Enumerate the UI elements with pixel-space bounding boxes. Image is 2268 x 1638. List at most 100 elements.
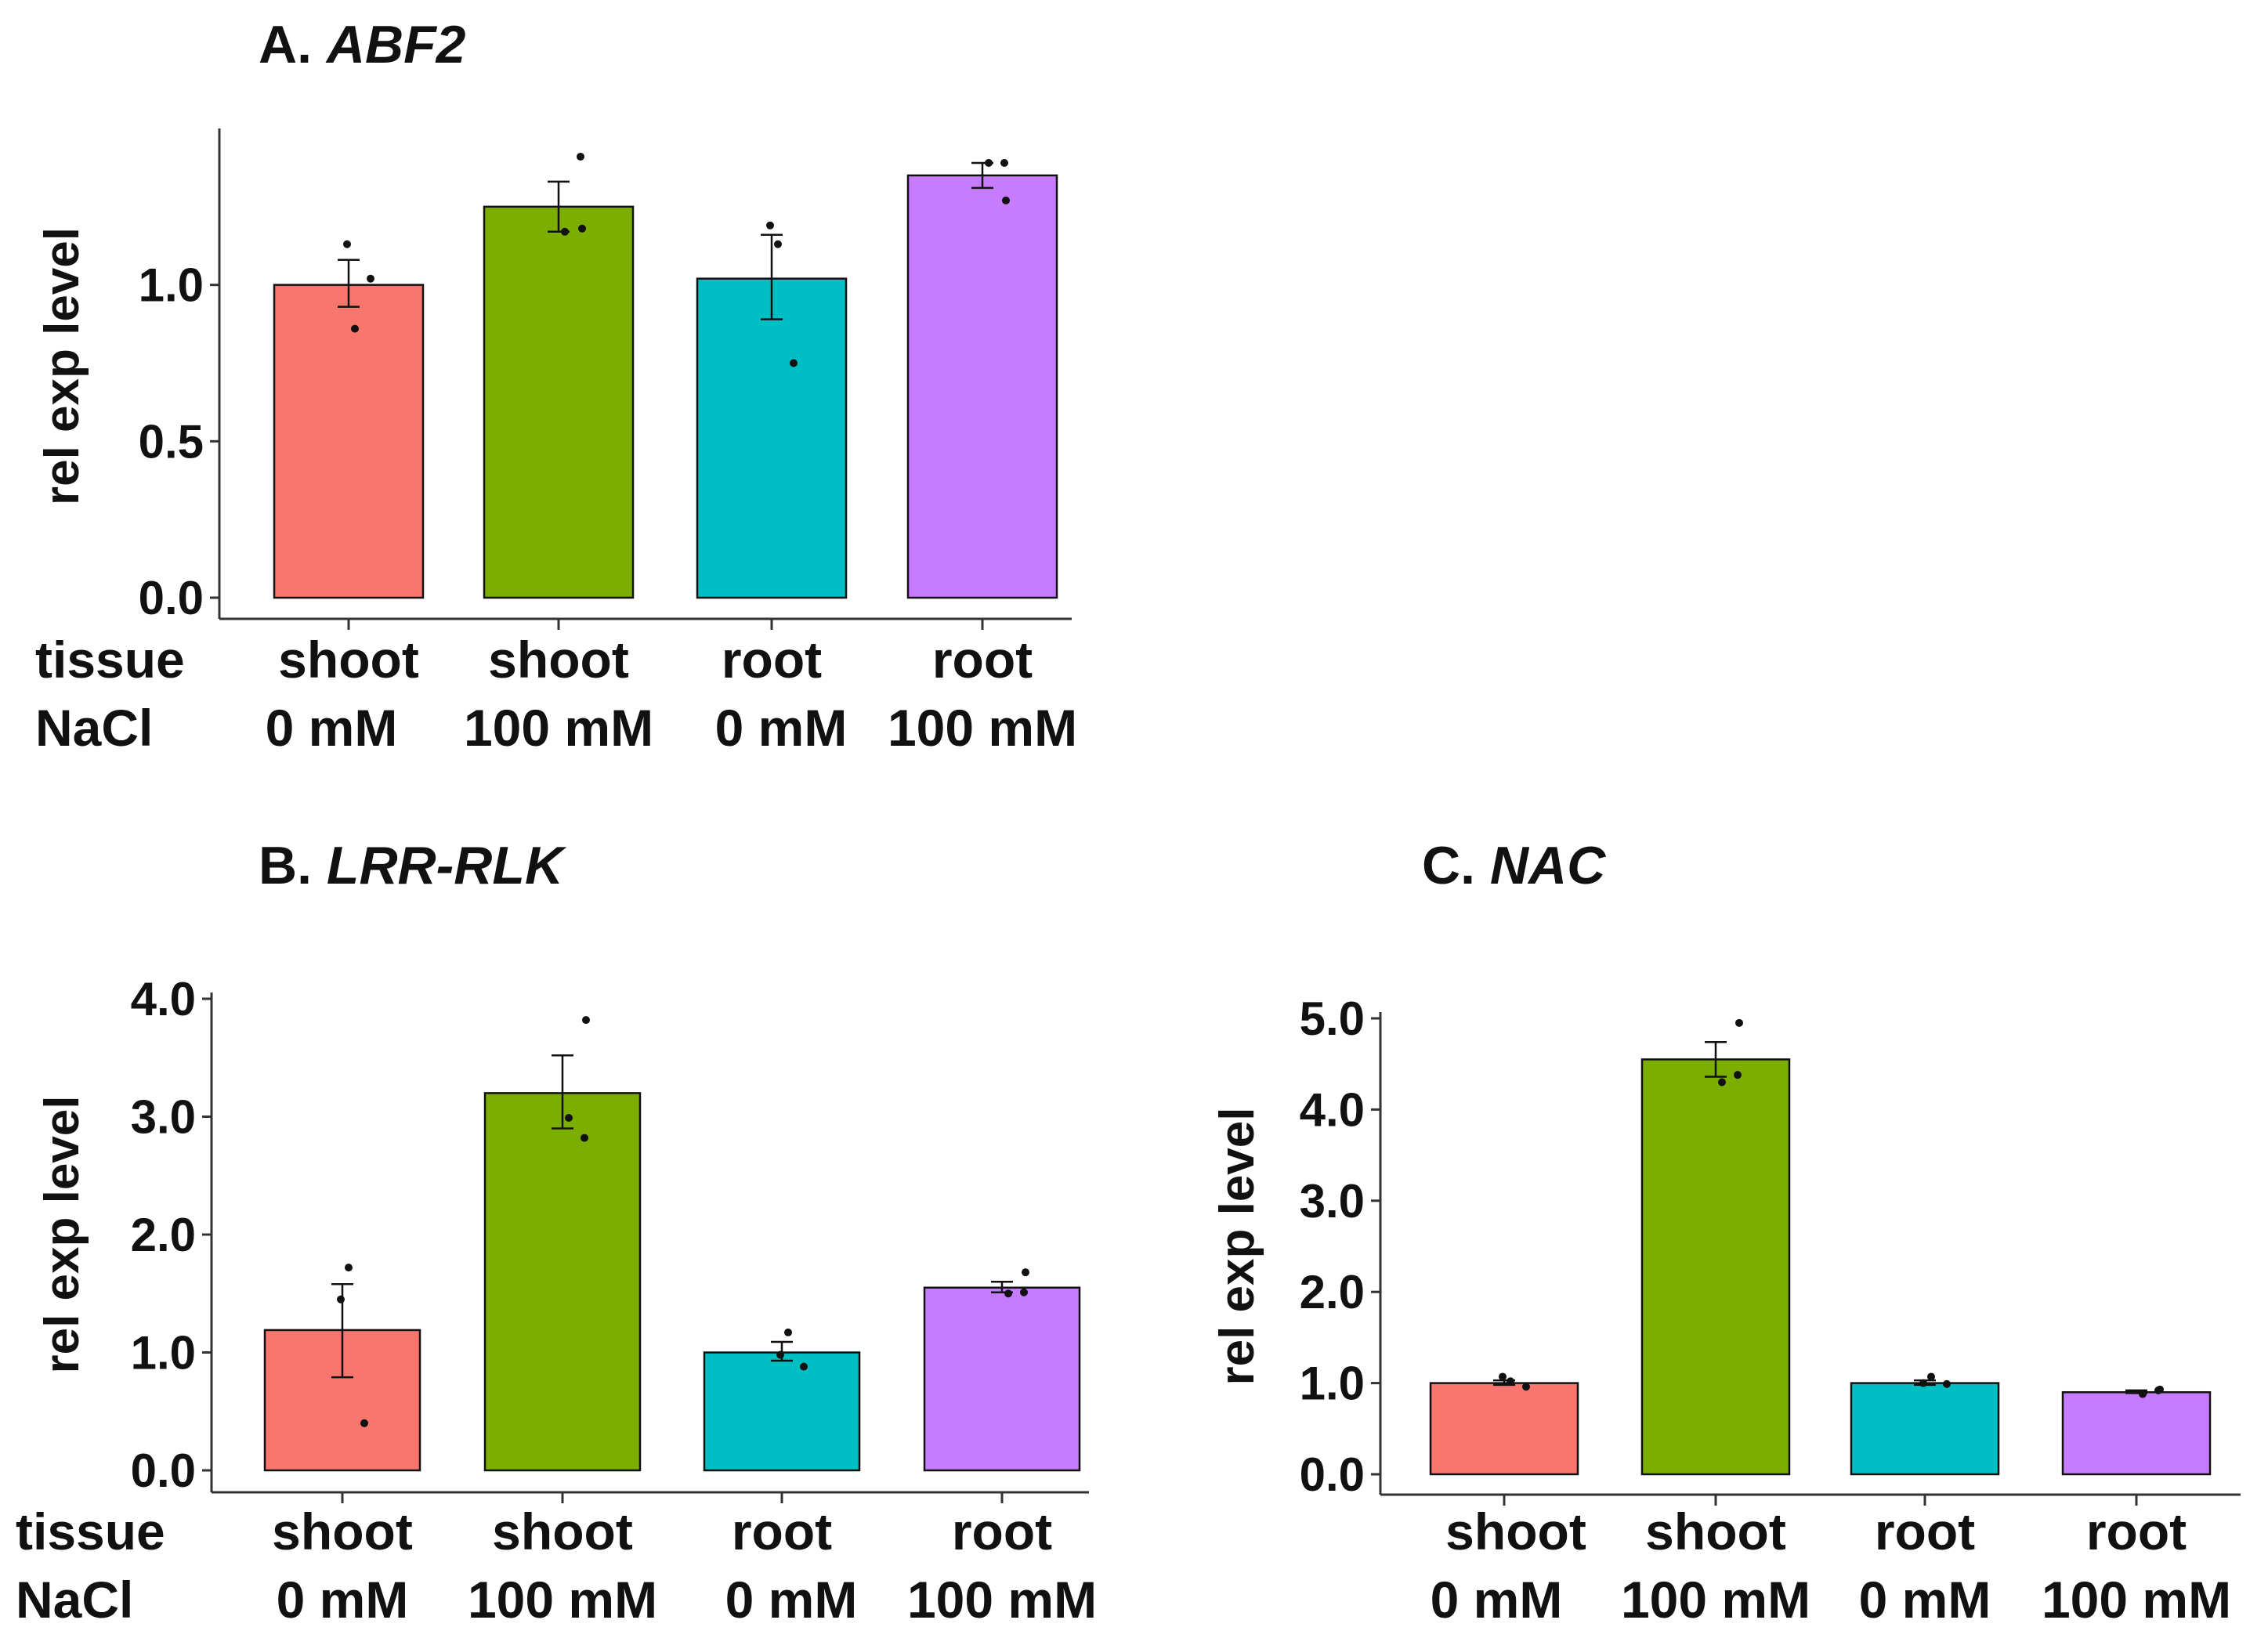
data-point [337, 1295, 345, 1304]
x-tick-label-tissue: root [932, 631, 1033, 689]
bar [2061, 1390, 2212, 1476]
bar [273, 284, 425, 599]
bar [483, 205, 635, 599]
bar [906, 174, 1058, 599]
x-tick-label-nacl: 100 mM [464, 699, 653, 757]
data-point [1499, 1372, 1507, 1381]
data-point [343, 240, 351, 248]
x-tick-label-tissue: root [732, 1502, 832, 1560]
data-point [1718, 1078, 1726, 1087]
y-axis-label: rel exp level [35, 1095, 89, 1373]
data-point [2139, 1390, 2147, 1398]
y-tick-label: 2.0 [1300, 1266, 1365, 1318]
data-point [774, 240, 782, 248]
y-axis-label: rel exp level [35, 227, 89, 505]
x-tick-label-nacl: 100 mM [888, 699, 1077, 757]
data-point [1927, 1372, 1935, 1381]
data-point [790, 359, 798, 367]
bar [1850, 1382, 2000, 1476]
row-label-tissue: tissue [35, 631, 185, 689]
data-point [578, 224, 586, 233]
x-tick-label-tissue: shoot [1445, 1502, 1586, 1560]
title-prefix: C. [1422, 836, 1490, 895]
chart-abf2: A. ABF2 0.0 0.5 1.0 rel exp level shoot 0 mM sh… [35, 15, 1077, 757]
data-point [1943, 1379, 1951, 1388]
row-label-tissue: tissue [16, 1502, 165, 1560]
x-tick-label-tissue: shoot [492, 1502, 633, 1560]
title-gene: ABF2 [325, 15, 466, 74]
chart-nac: C. NAC 0.0 1.0 2.0 3.0 4.0 5.0 rel exp level sho… [1210, 836, 2241, 1629]
data-point [1735, 1018, 1743, 1027]
title-prefix: A. [259, 15, 327, 74]
bar [1640, 1058, 1791, 1476]
x-tick-label-nacl: 0 mM [715, 699, 848, 757]
data-point [561, 227, 569, 236]
y-tick-label: 3.0 [1300, 1175, 1365, 1228]
y-tick-label: 4.0 [1300, 1083, 1365, 1136]
y-tick-label: 2.0 [131, 1209, 196, 1261]
data-point [784, 1328, 792, 1336]
data-point [766, 221, 774, 230]
data-point [582, 1016, 590, 1025]
x-tick-label-nacl: 100 mM [1621, 1571, 1810, 1629]
x-tick-label-tissue: root [952, 1502, 1052, 1560]
data-point [565, 1114, 573, 1123]
data-point [581, 1134, 588, 1142]
x-tick-label-tissue: shoot [278, 631, 419, 689]
chart-title: B. LRR-RLK [259, 836, 567, 895]
data-point [1022, 1268, 1029, 1277]
x-tick-label-nacl: 100 mM [2042, 1571, 2231, 1629]
y-tick-label: 3.0 [131, 1091, 196, 1144]
y-tick-label: 1.0 [131, 1327, 196, 1379]
data-point [1507, 1377, 1514, 1386]
x-tick-label-tissue: root [1875, 1502, 1975, 1560]
y-tick-label: 4.0 [131, 973, 196, 1025]
x-tick-label-nacl: 0 mM [1431, 1571, 1563, 1629]
data-point [367, 274, 374, 283]
x-tick-label-tissue: shoot [488, 631, 629, 689]
chart-title: A. ABF2 [259, 15, 466, 74]
bar [696, 277, 848, 599]
x-tick-label-nacl: 100 mM [907, 1571, 1097, 1629]
data-point [1522, 1383, 1530, 1391]
chart-title: C. NAC [1422, 836, 1606, 895]
data-point [345, 1264, 353, 1272]
y-tick-label: 0.0 [139, 572, 204, 624]
title-gene: LRR-RLK [327, 836, 567, 895]
y-axis-label: rel exp level [1210, 1107, 1264, 1385]
x-tick-label-nacl: 0 mM [266, 699, 398, 757]
data-point [1734, 1071, 1742, 1079]
data-point [1002, 196, 1010, 204]
y-tick-label: 1.0 [139, 259, 204, 312]
x-tick-label-nacl: 0 mM [725, 1571, 858, 1629]
bar [923, 1286, 1081, 1472]
data-point [360, 1419, 368, 1427]
title-prefix: B. [259, 836, 327, 895]
data-point [776, 1351, 784, 1359]
data-point [577, 152, 584, 161]
data-point [1004, 1289, 1012, 1298]
x-tick-label-nacl: 100 mM [468, 1571, 657, 1629]
data-point [1000, 158, 1008, 167]
data-point [985, 158, 993, 167]
x-tick-label-nacl: 0 mM [1859, 1571, 1991, 1629]
title-gene: NAC [1490, 836, 1606, 895]
y-tick-label: 0.0 [131, 1445, 196, 1497]
y-tick-label: 0.5 [139, 415, 204, 468]
x-tick-label-tissue: shoot [1645, 1502, 1786, 1560]
x-tick-label-tissue: root [2086, 1502, 2187, 1560]
y-tick-label: 5.0 [1300, 993, 1365, 1045]
row-label-nacl: NaCl [35, 699, 153, 757]
chart-lrr-rlk: B. LRR-RLK 0.0 1.0 2.0 3.0 4.0 rel exp level sh… [16, 836, 1097, 1629]
y-tick-label: 0.0 [1300, 1448, 1365, 1501]
x-tick-label-tissue: shoot [272, 1502, 413, 1560]
data-point [1919, 1379, 1927, 1387]
x-tick-label-nacl: 0 mM [277, 1571, 409, 1629]
x-tick-label-tissue: root [722, 631, 822, 689]
data-point [1020, 1288, 1028, 1296]
y-tick-label: 1.0 [1300, 1358, 1365, 1410]
bar [703, 1351, 861, 1472]
row-label-nacl: NaCl [16, 1571, 133, 1629]
data-point [351, 324, 359, 333]
